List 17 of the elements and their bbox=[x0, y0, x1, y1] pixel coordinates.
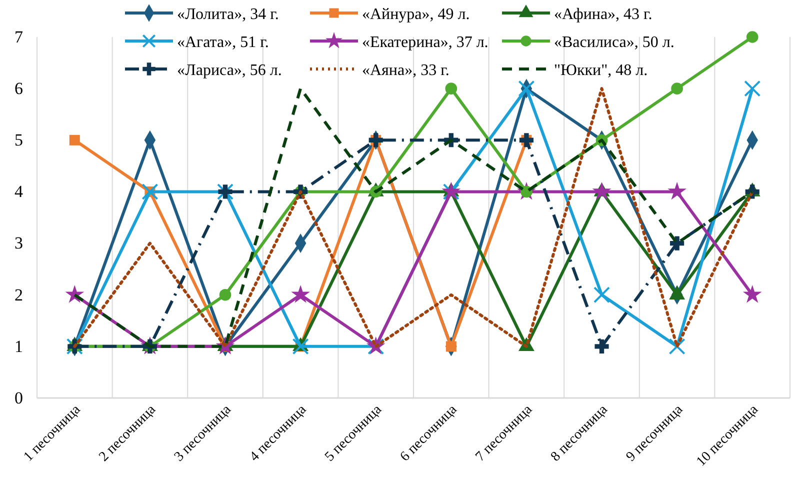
legend-label: «Афина», 43 г. bbox=[554, 6, 652, 23]
legend-label: «Агата», 51 г. bbox=[177, 34, 269, 51]
legend-label: «Василиса», 50 л. bbox=[554, 34, 674, 51]
legend-label: «Екатерина», 37 л. bbox=[362, 34, 488, 51]
legend-label: «Айнура», 49 л. bbox=[362, 6, 470, 23]
legend-label: «Аяна», 33 г. bbox=[362, 62, 450, 79]
y-tick-label: 1 bbox=[14, 336, 23, 356]
y-tick-label: 5 bbox=[14, 130, 23, 150]
legend-label: «Лариса», 56 л. bbox=[177, 62, 282, 79]
y-tick-label: 6 bbox=[14, 79, 23, 98]
y-tick-label: 3 bbox=[14, 234, 23, 253]
y-tick-label: 7 bbox=[14, 27, 24, 46]
y-tick-label: 4 bbox=[14, 182, 24, 202]
y-tick-label: 0 bbox=[14, 388, 23, 408]
legend-label: «Лолита», 34 г. bbox=[177, 6, 279, 23]
legend-label: "Юкки", 48 л. bbox=[554, 62, 648, 79]
y-tick-label: 2 bbox=[14, 285, 23, 304]
